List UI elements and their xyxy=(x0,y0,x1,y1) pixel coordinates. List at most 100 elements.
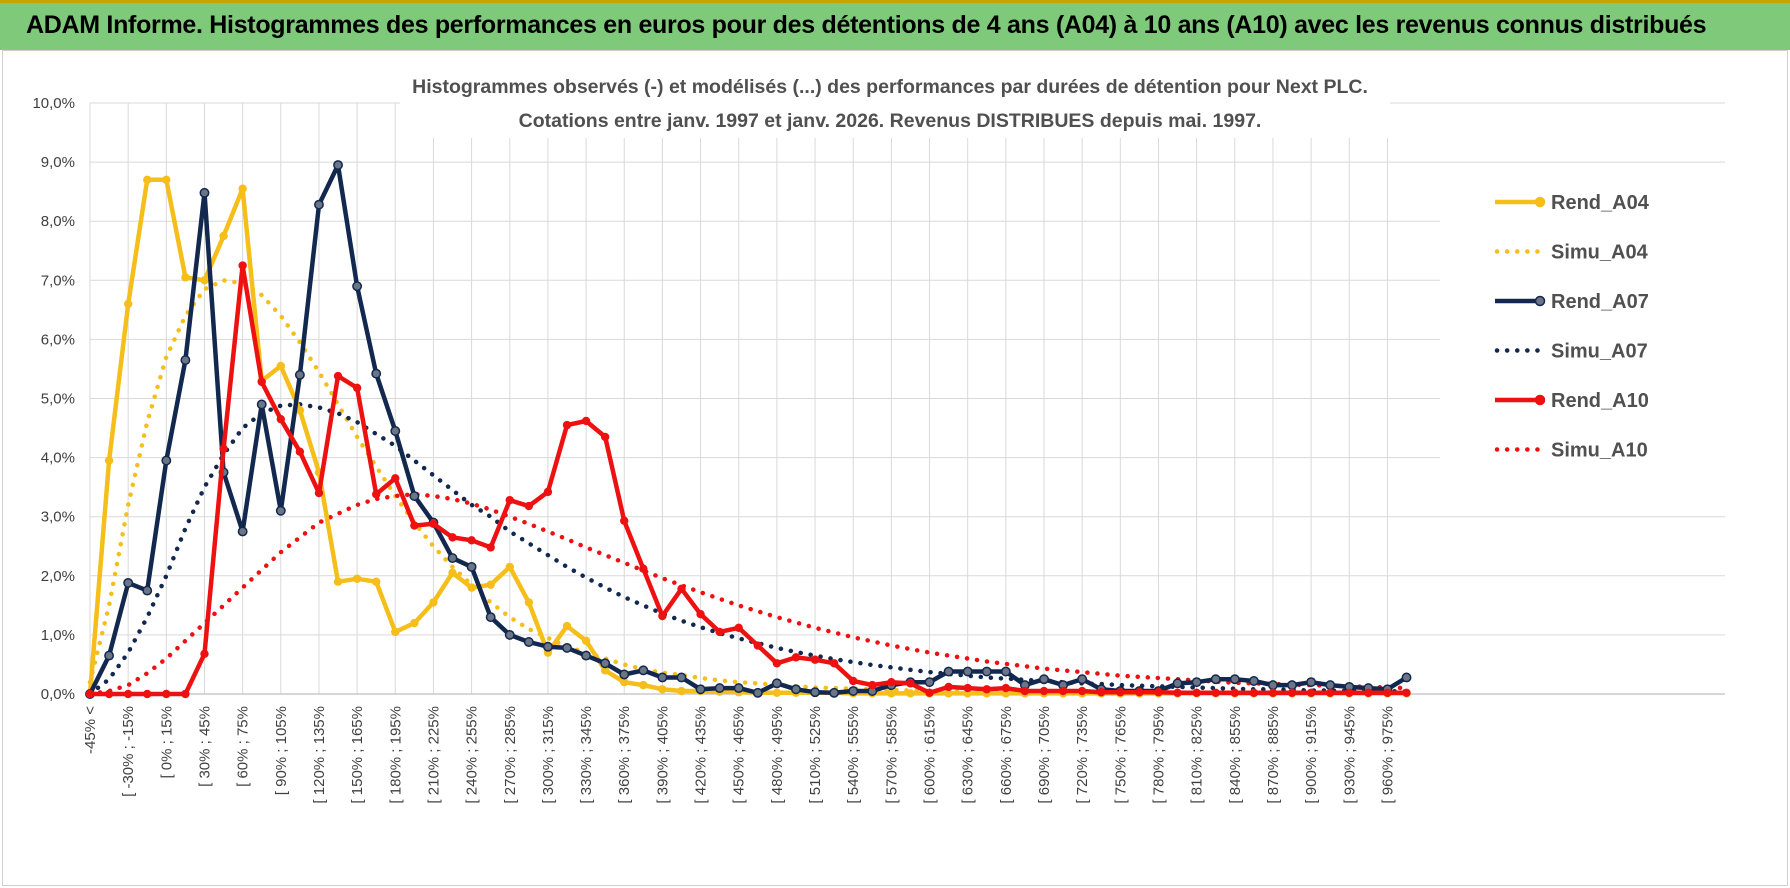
x-tick-label: [ 90% ; 105% xyxy=(273,706,290,795)
data-point-Rend_A10 xyxy=(658,611,667,621)
data-point-Rend_A10 xyxy=(639,564,648,573)
y-tick-label: 1,0% xyxy=(41,627,75,644)
data-point-Rend_A10 xyxy=(944,682,953,692)
data-point-Rend_A07 xyxy=(791,684,801,695)
data-point-Rend_A10 xyxy=(963,683,972,693)
series-line-Rend_A10 xyxy=(90,263,1407,697)
data-point-Rend_A10 xyxy=(887,677,896,687)
y-tick-label: 7,0% xyxy=(41,272,75,289)
data-point-Rend_A10 xyxy=(696,610,705,619)
series-line-Simu_A07 xyxy=(87,402,1409,697)
data-point-Rend_A07 xyxy=(447,553,458,564)
data-point-Rend_A07 xyxy=(485,612,496,623)
data-point-Rend_A10 xyxy=(810,655,820,664)
x-tick-label: [ 780% ; 795% xyxy=(1150,706,1167,804)
legend-label: Rend_A04 xyxy=(1551,192,1650,214)
legend-backdrop xyxy=(1440,165,1770,475)
data-point-Rend_A07 xyxy=(848,686,859,696)
data-point-Rend_A07 xyxy=(294,369,305,380)
data-point-Rend_A10 xyxy=(1173,688,1182,698)
x-tick-label: [ 720% ; 735% xyxy=(1074,706,1091,804)
legend-item-Simu_A04: Simu_A04 xyxy=(1494,242,1649,264)
data-point-Rend_A07 xyxy=(1401,672,1412,683)
data-point-Rend_A10 xyxy=(467,536,476,545)
x-tick-label: [ 0% ; 15% xyxy=(158,706,175,779)
data-point-Rend_A07 xyxy=(466,561,477,572)
x-tick-label: [ 150% ; 165% xyxy=(349,706,366,804)
data-point-Rend_A10 xyxy=(276,414,285,424)
x-tick-label: [ 750% ; 765% xyxy=(1112,706,1129,804)
data-point-Rend_A07 xyxy=(504,629,515,640)
data-point-Rend_A10 xyxy=(753,641,762,650)
data-point-Rend_A04 xyxy=(562,621,572,631)
data-point-Rend_A07 xyxy=(333,160,343,171)
data-point-Rend_A10 xyxy=(1020,686,1030,696)
data-point-Rend_A10 xyxy=(1192,688,1201,698)
data-point-Rend_A10 xyxy=(391,474,400,483)
data-point-Rend_A07 xyxy=(104,650,115,661)
data-point-Rend_A10 xyxy=(104,689,114,699)
data-point-Rend_A07 xyxy=(199,187,210,198)
data-point-Rend_A04 xyxy=(410,618,419,628)
data-point-Rend_A10 xyxy=(1287,688,1297,698)
series-Simu_A10 xyxy=(87,491,1409,697)
data-point-Rend_A07 xyxy=(1000,666,1011,677)
data-point-Rend_A10 xyxy=(562,420,572,430)
data-point-Rend_A04 xyxy=(467,583,476,592)
y-tick-label: 4,0% xyxy=(41,450,75,467)
x-tick-label: [ 360% ; 375% xyxy=(616,706,633,804)
data-point-Rend_A04 xyxy=(505,562,514,572)
y-tick-label: 2,0% xyxy=(41,568,75,585)
data-point-Rend_A04 xyxy=(639,680,648,690)
data-point-Rend_A10 xyxy=(677,584,686,594)
data-point-Rend_A10 xyxy=(238,261,247,270)
data-point-Rend_A04 xyxy=(104,456,114,465)
data-point-Rend_A04 xyxy=(123,299,133,309)
x-axis-ticks: -45% < [ -30% ; -15% [ 0% ; 15% [ 30% ; 45%… xyxy=(82,706,1396,804)
series-line-Rend_A07 xyxy=(87,162,1408,696)
x-tick-label: [ 390% ; 405% xyxy=(654,706,671,804)
x-tick-label: [ 420% ; 435% xyxy=(693,706,710,804)
data-point-Rend_A07 xyxy=(810,687,820,698)
data-point-Rend_A04 xyxy=(429,598,438,607)
data-point-Rend_A10 xyxy=(1230,688,1240,698)
data-point-Rend_A10 xyxy=(581,416,591,426)
data-point-Rend_A04 xyxy=(143,175,152,185)
data-point-Rend_A10 xyxy=(620,516,629,526)
data-point-Rend_A07 xyxy=(237,526,248,537)
legend-marker xyxy=(1534,394,1546,406)
data-point-Rend_A10 xyxy=(1402,688,1411,698)
x-tick-label: [ 120% ; 135% xyxy=(311,706,328,804)
legend: Rend_A04 Simu_A04 Rend_A07 Simu_A07 Rend_A10… xyxy=(1494,192,1650,462)
data-point-Rend_A10 xyxy=(1097,688,1106,697)
data-point-Rend_A10 xyxy=(123,689,133,699)
data-point-Rend_A04 xyxy=(887,689,896,698)
data-point-Rend_A10 xyxy=(352,383,362,393)
data-point-Rend_A07 xyxy=(829,687,840,698)
data-point-Rend_A07 xyxy=(733,683,744,694)
data-point-Rend_A07 xyxy=(1039,674,1049,685)
data-point-Rend_A07 xyxy=(314,199,324,210)
data-point-Rend_A07 xyxy=(161,455,172,466)
data-point-Rend_A04 xyxy=(620,677,629,687)
data-point-Rend_A04 xyxy=(219,231,228,241)
data-point-Rend_A10 xyxy=(333,371,343,381)
data-point-Rend_A07 xyxy=(256,399,267,410)
data-point-Rend_A10 xyxy=(906,679,915,688)
data-point-Rend_A10 xyxy=(200,649,209,659)
data-point-Rend_A04 xyxy=(486,580,495,589)
x-tick-label: [ 480% ; 495% xyxy=(769,706,786,804)
data-point-Rend_A10 xyxy=(1135,688,1144,697)
data-point-Rend_A10 xyxy=(868,680,877,690)
y-tick-label: 0,0% xyxy=(41,686,75,703)
data-point-Rend_A04 xyxy=(162,175,171,185)
data-point-Rend_A07 xyxy=(714,683,725,694)
x-tick-label: [ 600% ; 615% xyxy=(922,706,939,804)
x-tick-label: [ 240% ; 255% xyxy=(464,706,481,804)
data-point-Rend_A10 xyxy=(982,685,991,694)
data-point-Rend_A04 xyxy=(238,184,247,193)
data-point-Rend_A07 xyxy=(275,505,286,516)
legend-marker xyxy=(1534,196,1546,208)
data-point-Rend_A10 xyxy=(925,688,934,698)
data-point-Rend_A07 xyxy=(581,650,592,661)
